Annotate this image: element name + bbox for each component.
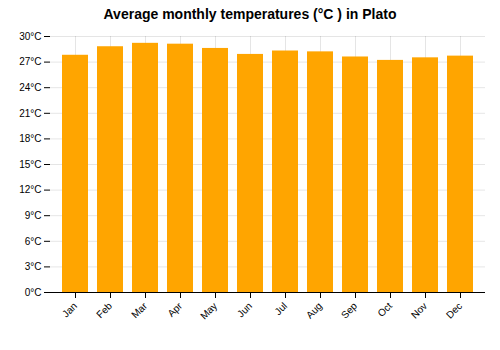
svg-text:Mar: Mar — [129, 300, 149, 320]
svg-text:May: May — [198, 300, 219, 321]
svg-text:12°C: 12°C — [19, 184, 41, 195]
svg-text:Aug: Aug — [304, 300, 324, 320]
svg-text:Feb: Feb — [94, 300, 114, 320]
svg-text:27°C: 27°C — [19, 56, 41, 67]
svg-text:Jun: Jun — [235, 300, 254, 319]
svg-text:6°C: 6°C — [25, 236, 42, 247]
svg-text:18°C: 18°C — [19, 133, 41, 144]
svg-text:30°C: 30°C — [19, 31, 41, 42]
svg-text:3°C: 3°C — [25, 261, 42, 272]
svg-text:Jul: Jul — [272, 300, 289, 317]
svg-text:Nov: Nov — [409, 300, 429, 320]
svg-text:15°C: 15°C — [19, 159, 41, 170]
svg-text:Dec: Dec — [444, 300, 464, 320]
svg-text:9°C: 9°C — [25, 210, 42, 221]
html-text:Average monthly temperatures (: Average monthly temperatures (°C ) in Pl… — [103, 6, 397, 22]
svg-text:24°C: 24°C — [19, 82, 41, 93]
svg-text:0°C: 0°C — [25, 287, 42, 298]
svg-text:Oct: Oct — [375, 300, 394, 319]
svg-text:Jan: Jan — [60, 300, 79, 319]
svg-text:21°C: 21°C — [19, 108, 41, 119]
svg-text:Sep: Sep — [339, 300, 360, 321]
svg-text:Apr: Apr — [165, 300, 184, 319]
